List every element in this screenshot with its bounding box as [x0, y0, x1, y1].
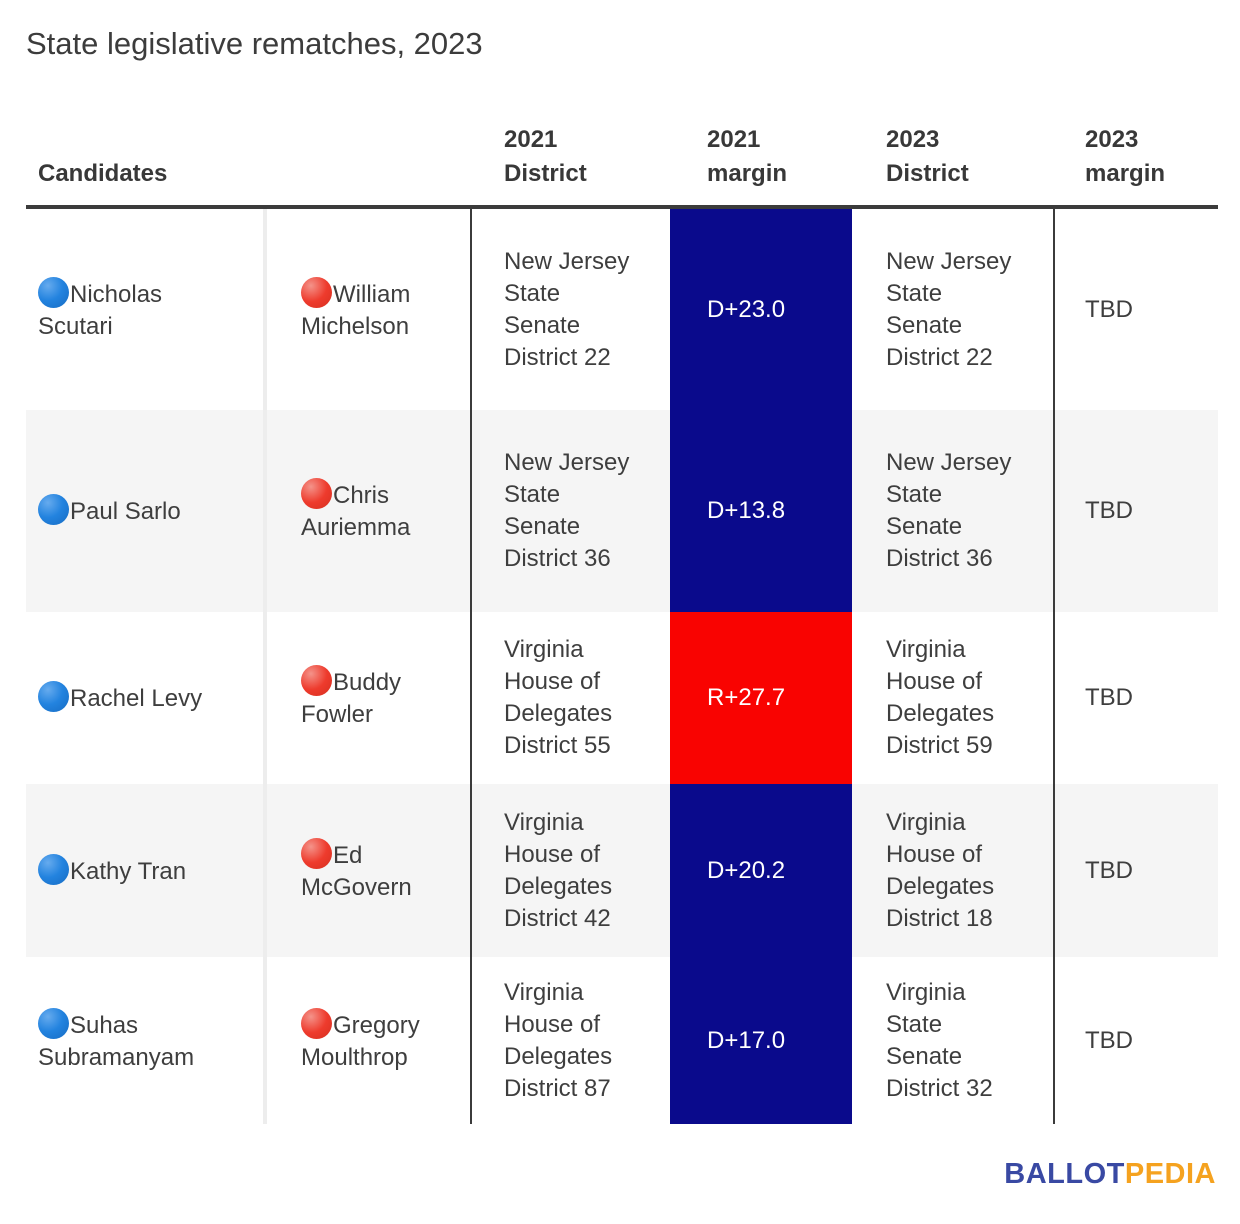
- district-2023-text: Virginia House of Delegates District 59: [886, 636, 995, 759]
- margin-2021-cell: R+27.7: [670, 612, 852, 784]
- district-2021-cell: Virginia House of Delegates District 42: [470, 784, 670, 957]
- district-2021-text: Virginia House of Delegates District 55: [504, 636, 613, 759]
- dem-candidate-name: Rachel Levy: [70, 685, 203, 712]
- dem-candidate-cell: Rachel Levy: [26, 612, 263, 784]
- rep-candidate-name: William Michelson: [301, 280, 411, 340]
- margin-2021-value: D+13.8: [707, 497, 786, 524]
- rep-candidate-name: Gregory Moulthrop: [301, 1011, 420, 1071]
- district-2021-cell: Virginia House of Delegates District 55: [470, 612, 670, 784]
- margin-2023-value: TBD: [1085, 497, 1133, 524]
- table-row: Paul Sarlo Chris Auriemma New Jersey Sta…: [26, 410, 1218, 612]
- rep-candidate-cell: William Michelson: [263, 209, 470, 410]
- district-2021-cell: New Jersey State Senate District 22: [470, 209, 670, 410]
- rep-circle-icon: [301, 837, 332, 869]
- table-row: Nicholas Scutari William Michelson New J…: [26, 209, 1218, 410]
- district-2023-text: Virginia House of Delegates District 18: [886, 808, 995, 932]
- rep-candidate-cell: Buddy Fowler: [263, 612, 470, 784]
- header-divider-rule: [26, 205, 1218, 209]
- ballotpedia-logo: BALLOTPEDIA: [1004, 1158, 1216, 1191]
- table-row: Rachel Levy Buddy Fowler Virginia House …: [26, 612, 1218, 784]
- margin-2021-cell: D+23.0: [670, 209, 852, 410]
- header-2021-margin: 2021 margin: [707, 126, 788, 187]
- dem-candidate-cell: Paul Sarlo: [26, 410, 263, 612]
- district-2021-cell: Virginia House of Delegates District 87: [470, 957, 670, 1124]
- margin-2023-value: TBD: [1085, 1026, 1133, 1054]
- dem-circle-icon: [38, 853, 69, 885]
- rep-circle-icon: [301, 665, 332, 696]
- dem-circle-icon: [38, 1007, 69, 1039]
- margin-2023-value: TBD: [1085, 856, 1133, 884]
- margin-2021-value: R+27.7: [707, 684, 786, 711]
- margin-2021-value: D+20.2: [707, 856, 786, 884]
- rep-candidate-cell: Ed McGovern: [263, 784, 470, 957]
- dem-candidate-name: Kathy Tran: [70, 857, 187, 885]
- margin-2021-value: D+23.0: [707, 295, 786, 323]
- header-2023-margin: 2023 margin: [1085, 126, 1166, 187]
- district-2021-text: New Jersey State Senate District 22: [504, 247, 630, 371]
- rep-candidate-name: Buddy Fowler: [301, 669, 402, 728]
- dem-circle-icon: [38, 681, 69, 712]
- margin-2023-value: TBD: [1085, 295, 1133, 323]
- margin-2023-cell: TBD: [1053, 209, 1218, 410]
- dem-candidate-name: Suhas Subramanyam: [38, 1011, 195, 1071]
- district-2021-cell: New Jersey State Senate District 36: [470, 410, 670, 612]
- district-2021-text: New Jersey State Senate District 36: [504, 449, 630, 572]
- district-2021-text: Virginia House of Delegates District 42: [504, 808, 613, 932]
- rep-candidate-name: Chris Auriemma: [301, 482, 411, 541]
- logo-ballot-text: BALLOT: [1004, 1158, 1125, 1190]
- dem-circle-icon: [38, 494, 69, 525]
- rep-candidate-cell: Chris Auriemma: [263, 410, 470, 612]
- district-2023-text: New Jersey State Senate District 36: [886, 449, 1012, 572]
- dem-candidate-name: Paul Sarlo: [70, 498, 181, 525]
- margin-2023-cell: TBD: [1053, 784, 1218, 957]
- table-row: Kathy Tran Ed McGovern Virginia House of…: [26, 784, 1218, 957]
- margin-2021-cell: D+20.2: [670, 784, 852, 957]
- margin-2023-cell: TBD: [1053, 612, 1218, 784]
- page-title: State legislative rematches, 2023: [26, 26, 483, 61]
- dem-candidate-cell: Nicholas Scutari: [26, 209, 263, 410]
- district-2023-cell: Virginia House of Delegates District 59: [852, 612, 1053, 784]
- dem-circle-icon: [38, 276, 69, 308]
- header-2023-district: 2023 District: [886, 126, 969, 187]
- margin-2021-value: D+17.0: [707, 1026, 786, 1054]
- dem-candidate-name: Nicholas Scutari: [38, 280, 163, 340]
- district-2023-text: New Jersey State Senate District 22: [886, 247, 1012, 371]
- rep-circle-icon: [301, 276, 332, 308]
- district-2023-cell: New Jersey State Senate District 36: [852, 410, 1053, 612]
- rep-candidate-cell: Gregory Moulthrop: [263, 957, 470, 1124]
- dem-candidate-cell: Suhas Subramanyam: [26, 957, 263, 1124]
- margin-2023-cell: TBD: [1053, 957, 1218, 1124]
- header-candidates: Candidates: [38, 160, 168, 187]
- district-2023-cell: New Jersey State Senate District 22: [852, 209, 1053, 410]
- district-2021-text: Virginia House of Delegates District 87: [504, 978, 613, 1102]
- table-header-row: Candidates 2021 District 2021 margin 202…: [26, 92, 1218, 205]
- table-row: Suhas Subramanyam Gregory Moulthrop Virg…: [26, 957, 1218, 1124]
- dem-candidate-cell: Kathy Tran: [26, 784, 263, 957]
- margin-2021-cell: D+13.8: [670, 410, 852, 612]
- logo-pedia-text: PEDIA: [1124, 1158, 1216, 1190]
- rep-circle-icon: [301, 478, 332, 509]
- table-body: Nicholas Scutari William Michelson New J…: [26, 209, 1218, 1124]
- rep-circle-icon: [301, 1007, 332, 1039]
- margin-2023-value: TBD: [1085, 684, 1133, 711]
- header-2021-district: 2021 District: [504, 126, 587, 187]
- district-2023-text: Virginia State Senate District 32: [886, 978, 993, 1102]
- margin-2023-cell: TBD: [1053, 410, 1218, 612]
- district-2023-cell: Virginia House of Delegates District 18: [852, 784, 1053, 957]
- margin-2021-cell: D+17.0: [670, 957, 852, 1124]
- rep-candidate-name: Ed McGovern: [301, 841, 412, 901]
- district-2023-cell: Virginia State Senate District 32: [852, 957, 1053, 1124]
